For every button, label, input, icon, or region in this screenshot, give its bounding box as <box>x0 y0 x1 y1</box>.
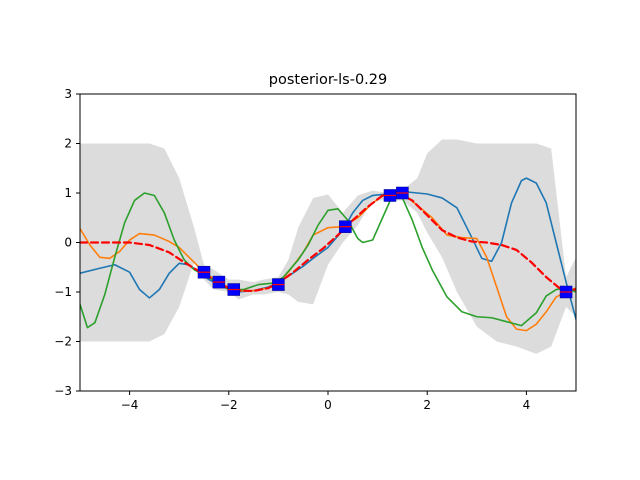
x-tick-label: 4 <box>523 398 531 412</box>
x-axis: −4 −2 0 2 4 <box>121 391 530 412</box>
y-axis: −3 −2 −1 0 1 2 3 <box>54 87 80 398</box>
x-tick-label: −4 <box>121 398 139 412</box>
plot-area <box>80 139 576 354</box>
y-tick-label: −1 <box>54 285 72 299</box>
x-tick-label: 0 <box>324 398 332 412</box>
sample-curve-3 <box>80 192 576 329</box>
sample-curve-2 <box>80 192 576 332</box>
y-tick-label: 1 <box>64 186 72 200</box>
x-tick-label: −2 <box>220 398 238 412</box>
sample-curve-1 <box>80 177 576 321</box>
x-tick-label: 2 <box>423 398 431 412</box>
y-tick-label: −2 <box>54 335 72 349</box>
y-tick-label: 0 <box>64 236 72 250</box>
chart-title: posterior-ls-0.29 <box>269 72 387 88</box>
posterior-mean-line <box>80 191 576 293</box>
y-tick-label: −3 <box>54 384 72 398</box>
y-tick-label: 3 <box>64 87 72 101</box>
y-tick-label: 2 <box>64 137 72 151</box>
